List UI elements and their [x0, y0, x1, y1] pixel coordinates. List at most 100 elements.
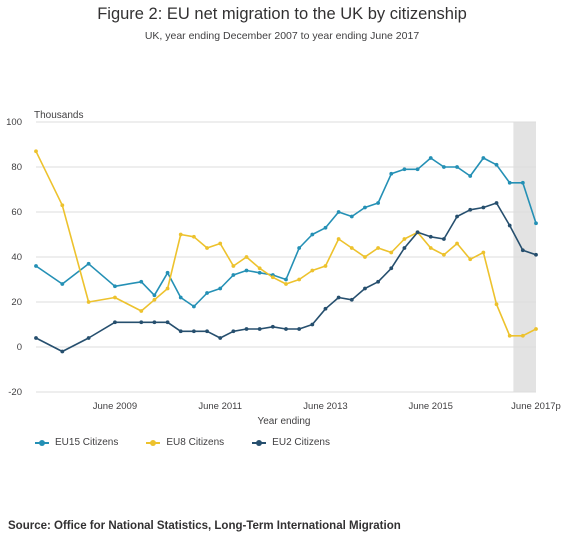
data-point-eu2 [376, 279, 381, 284]
data-point-eu15 [336, 210, 341, 214]
data-point-eu2 [455, 214, 459, 219]
data-point-eu2 [60, 349, 65, 354]
data-point-eu15 [455, 165, 459, 169]
data-point-eu8 [270, 275, 275, 280]
source-note: Source: Office for National Statistics, … [8, 520, 401, 532]
data-point-eu2 [468, 207, 473, 212]
chart-title: Figure 2: EU net migration to the UK by … [97, 5, 467, 23]
data-point-eu8 [284, 282, 288, 286]
data-point-eu15 [415, 167, 420, 172]
data-point-eu8 [139, 309, 144, 313]
data-point-eu15 [297, 246, 302, 250]
x-tick-label: June 2015 [409, 401, 453, 412]
data-point-eu15 [218, 286, 223, 291]
data-point-eu2 [86, 336, 91, 340]
data-point-eu8 [297, 277, 302, 282]
legend-label: EU15 Citizens [55, 437, 119, 448]
line-chart: -20 0 20 40 60 80 100 June 2009 June 2011 June 2… [6, 110, 561, 427]
y-tick-label: -20 [8, 387, 22, 398]
data-point-eu2 [389, 266, 394, 271]
data-point-eu2 [428, 234, 433, 239]
data-point-eu2 [494, 201, 499, 205]
data-point-eu8 [191, 234, 196, 239]
y-tick-label: 20 [11, 297, 22, 308]
data-point-eu2 [191, 329, 196, 334]
data-point-eu15 [113, 284, 117, 289]
data-point-eu15 [165, 270, 170, 275]
data-point-eu15 [363, 205, 367, 210]
x-tick-label: June 2013 [303, 401, 347, 412]
data-point-eu15 [34, 264, 38, 268]
legend: EU15 Citizens EU8 Citizens EU2 Citizens [35, 437, 358, 448]
x-tick-label: June 2011 [198, 401, 242, 412]
data-point-eu2 [310, 322, 315, 327]
data-point-eu15 [468, 174, 473, 178]
data-point-eu15 [205, 291, 209, 295]
data-point-eu8 [178, 232, 183, 237]
data-point-eu2 [257, 327, 262, 331]
data-point-eu8 [165, 286, 170, 291]
y-tick-label: 100 [6, 117, 22, 128]
data-point-eu15 [349, 214, 354, 219]
data-point-eu2 [218, 336, 223, 340]
x-tick-label: June 2017p [511, 401, 561, 412]
legend-item-eu2: EU2 Citizens [252, 437, 330, 448]
data-point-eu8 [481, 250, 486, 255]
data-point-eu8 [455, 241, 459, 246]
data-point-eu15 [178, 295, 183, 300]
data-point-eu15 [152, 293, 157, 298]
data-point-eu15 [231, 273, 236, 277]
data-point-eu15 [244, 268, 249, 273]
data-point-eu8 [402, 237, 407, 241]
data-point-eu15 [139, 279, 144, 284]
data-point-eu8 [349, 246, 354, 250]
legend-label: EU8 Citizens [166, 437, 225, 448]
data-point-eu2 [520, 248, 525, 253]
data-point-eu2 [34, 336, 38, 340]
data-point-eu15 [520, 180, 525, 185]
data-point-eu2 [507, 223, 512, 228]
series-line-eu8 [35, 150, 537, 337]
data-point-eu15 [86, 261, 91, 266]
data-point-eu15 [323, 225, 328, 230]
data-point-eu2 [284, 327, 288, 331]
x-tick-label: June 2009 [93, 401, 137, 412]
data-point-eu15 [376, 201, 381, 205]
data-point-eu8 [507, 333, 512, 338]
x-axis-title: Year ending [257, 416, 310, 427]
data-point-eu8 [86, 300, 91, 304]
chart-subtitle: UK, year ending December 2007 to year en… [144, 30, 420, 42]
data-point-eu2 [336, 295, 341, 300]
data-point-eu8 [376, 246, 381, 250]
data-point-eu2 [481, 205, 486, 210]
data-point-eu2 [534, 252, 538, 257]
data-point-eu2 [270, 324, 275, 329]
y-tick-label: 80 [11, 162, 22, 173]
legend-swatch [146, 439, 161, 446]
data-point-eu2 [178, 329, 183, 334]
data-point-eu15 [191, 304, 196, 309]
data-point-eu15 [507, 180, 512, 185]
data-point-eu2 [205, 329, 209, 334]
data-point-eu8 [257, 266, 262, 271]
data-point-eu8 [113, 295, 117, 300]
data-point-eu2 [363, 286, 367, 291]
data-point-eu8 [152, 297, 157, 302]
data-point-eu2 [244, 327, 249, 331]
legend-swatch [252, 439, 267, 446]
data-point-eu15 [428, 156, 433, 160]
data-point-eu8 [231, 264, 236, 268]
data-point-eu8 [441, 252, 446, 257]
data-point-eu8 [244, 255, 249, 259]
data-point-eu15 [441, 165, 446, 169]
data-point-eu2 [152, 320, 157, 325]
legend-item-eu15: EU15 Citizens [35, 437, 118, 448]
data-point-eu8 [60, 203, 65, 208]
data-point-eu8 [534, 327, 538, 331]
legend-swatch [35, 439, 49, 446]
y-tick-label: 60 [11, 207, 22, 218]
data-point-eu8 [34, 149, 38, 154]
data-point-eu15 [284, 277, 288, 282]
data-point-eu8 [336, 237, 341, 241]
legend-item-eu8: EU8 Citizens [146, 437, 224, 448]
